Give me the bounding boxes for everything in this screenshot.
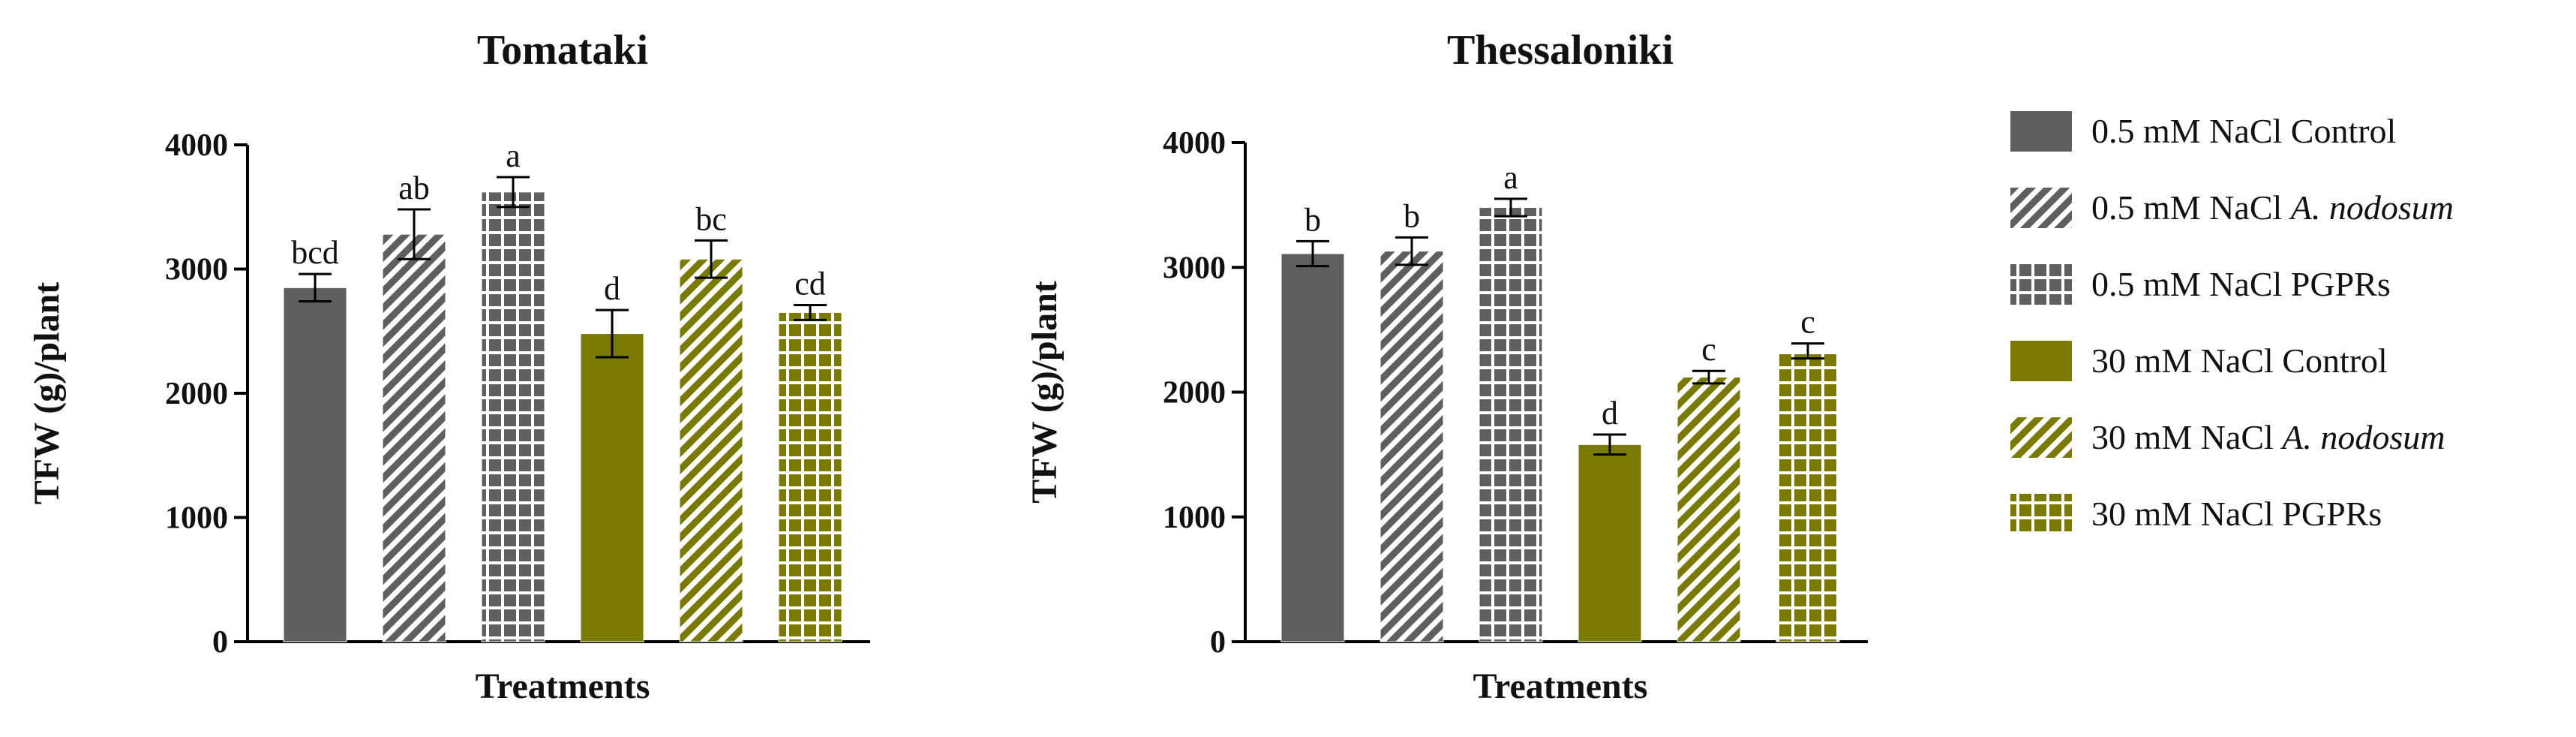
legend-item-4: 30 mM NaCl Control: [2010, 341, 2388, 381]
legend-swatch: [2010, 494, 2072, 534]
significance-letter: b: [1305, 201, 1321, 238]
legend-swatch: [2010, 111, 2072, 152]
x-axis-label: Treatments: [1473, 666, 1648, 706]
significance-letter: c: [1701, 331, 1716, 368]
legend-swatch: [2010, 264, 2072, 305]
significance-letter: c: [1800, 304, 1815, 341]
bar-tomataki-6: [778, 311, 842, 642]
bar-thessaloniki-4: [1578, 444, 1642, 642]
bar-thessaloniki-5: [1677, 377, 1741, 642]
bar-tomataki-3: [481, 191, 545, 642]
significance-letter: b: [1404, 197, 1420, 234]
legend-item-2: 0.5 mM NaCl A. nodosum: [2010, 188, 2454, 228]
legend-swatch: [2010, 341, 2072, 381]
bar-tomataki-2: [382, 233, 446, 642]
legend-label: 30 mM NaCl A. nodosum: [2091, 418, 2445, 456]
significance-letter: bcd: [291, 234, 339, 271]
significance-letter: d: [1602, 395, 1618, 432]
legend-item-6: 30 mM NaCl PGPRs: [2010, 494, 2382, 534]
chart-tomataki: Tomataki TFW (g)/plant Treatments 0 1000 2000…: [27, 27, 870, 706]
significance-letter: ab: [398, 170, 430, 206]
x-axis-label: Treatments: [476, 666, 650, 706]
y-tick-label: 4000: [1163, 126, 1226, 161]
legend-swatch: [2010, 188, 2072, 228]
legend-label: 30 mM NaCl Control: [2091, 341, 2388, 380]
bar-tomataki-1: [283, 287, 347, 642]
significance-letter: a: [506, 137, 521, 174]
y-tick-label: 3000: [165, 253, 228, 287]
y-tick-label: 1000: [165, 501, 228, 536]
y-tick-label: 1000: [1163, 501, 1226, 535]
bar-thessaloniki-1: [1280, 253, 1345, 642]
bar-thessaloniki-3: [1479, 206, 1543, 642]
legend: 0.5 mM NaCl Control 0.5 mM NaCl A. nodosu…: [2010, 111, 2454, 534]
y-tick-label: 4000: [165, 128, 228, 163]
chart-thessaloniki: Thessaloniki TFW (g)/plant Treatments 0 1000…: [1025, 27, 1868, 706]
legend-item-5: 30 mM NaCl A. nodosum: [2010, 417, 2445, 458]
legend-label: 0.5 mM NaCl PGPRs: [2091, 265, 2391, 303]
chart-title-tomataki: Tomataki: [477, 27, 648, 74]
y-axis-label: TFW (g)/plant: [27, 282, 67, 505]
y-tick-label: 0: [212, 625, 228, 660]
significance-letter: d: [604, 270, 620, 307]
bar-tomataki-5: [679, 258, 743, 642]
legend-label: 0.5 mM NaCl A. nodosum: [2091, 188, 2454, 227]
significance-letter: cd: [794, 265, 826, 302]
y-tick-label: 2000: [1163, 376, 1226, 411]
legend-label: 30 mM NaCl PGPRs: [2091, 495, 2382, 533]
legend-label: 0.5 mM NaCl Control: [2091, 112, 2396, 150]
bar-thessaloniki-6: [1776, 350, 1840, 642]
legend-item-1: 0.5 mM NaCl Control: [2010, 111, 2396, 152]
bar-thessaloniki-2: [1380, 251, 1444, 642]
y-tick-label: 0: [1210, 625, 1226, 660]
significance-letter: bc: [695, 200, 727, 237]
chart-title-thessaloniki: Thessaloniki: [1447, 27, 1674, 74]
legend-item-3: 0.5 mM NaCl PGPRs: [2010, 264, 2391, 305]
y-tick-label: 2000: [165, 377, 228, 411]
bar-tomataki-4: [580, 333, 644, 642]
significance-letter: a: [1503, 159, 1518, 196]
y-tick-label: 3000: [1163, 251, 1226, 285]
y-axis-label: TFW (g)/plant: [1025, 281, 1064, 504]
legend-swatch: [2010, 417, 2072, 458]
